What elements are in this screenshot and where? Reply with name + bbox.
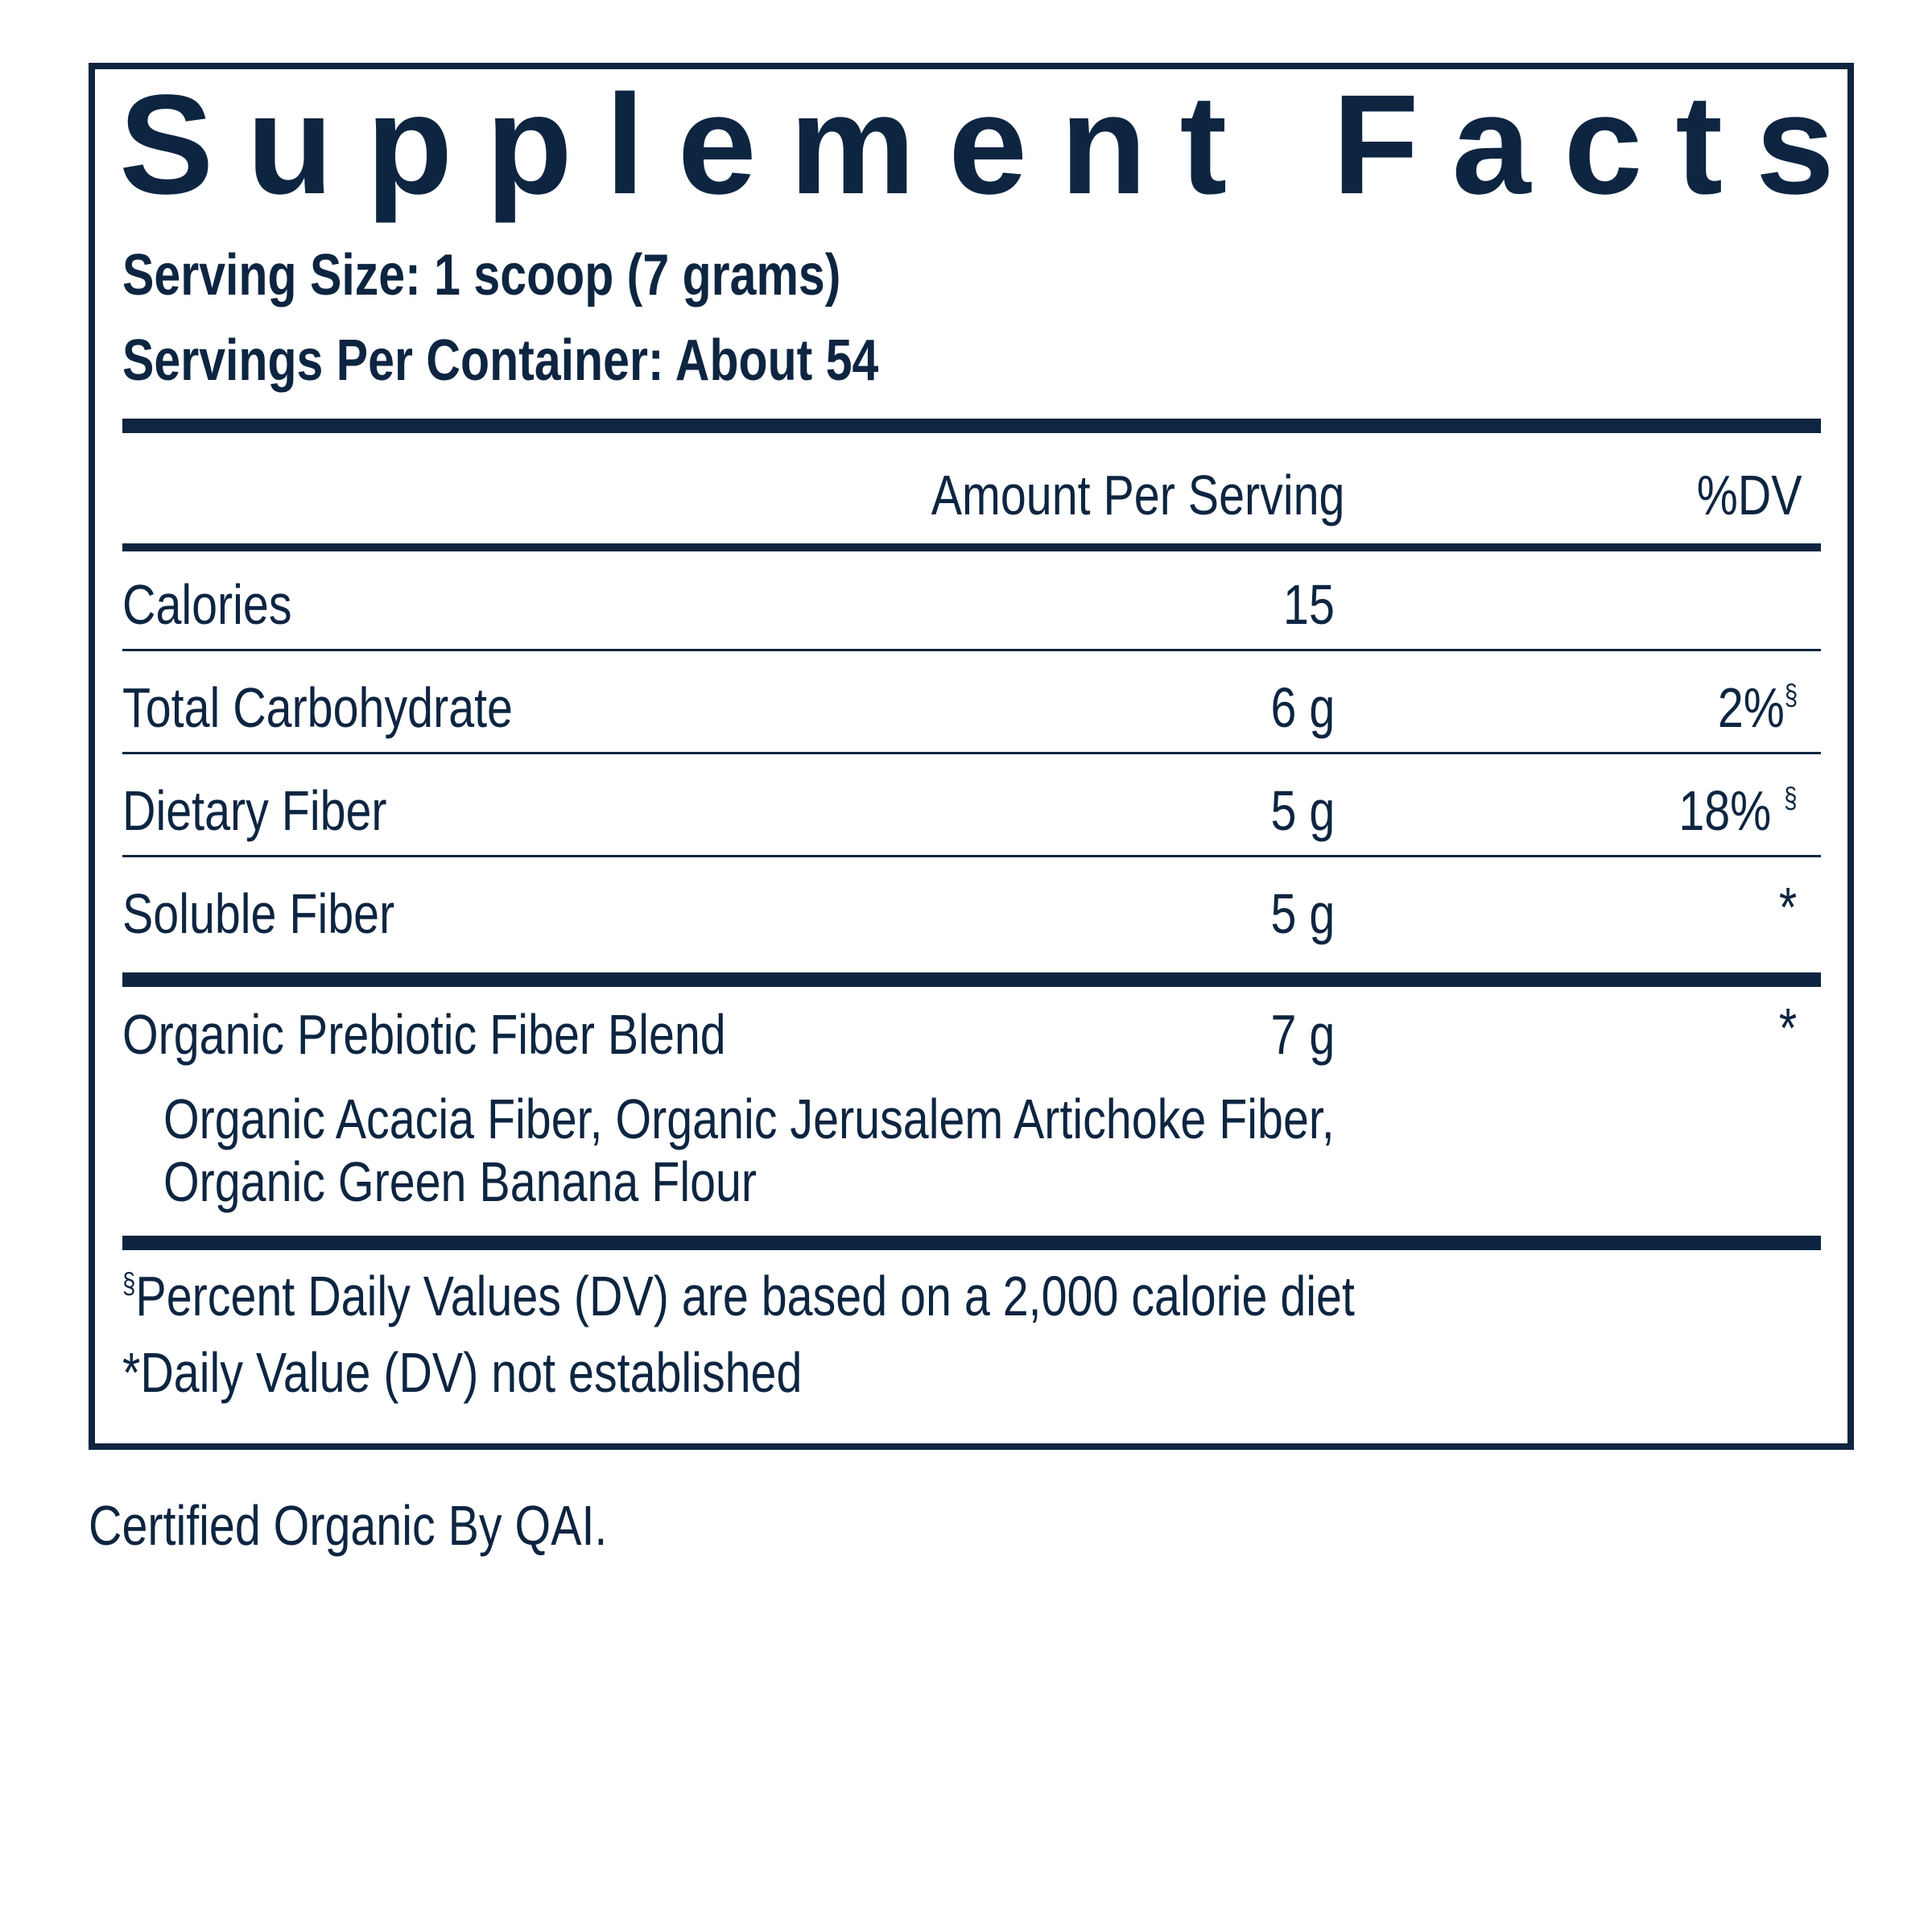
total-carbohydrate-label: Total Carbohydrate xyxy=(122,676,513,739)
supplement-facts-panel xyxy=(89,63,1854,1450)
footnote-divider xyxy=(122,1236,1821,1250)
total-carbohydrate-dv-value: 2% xyxy=(1717,676,1785,739)
soluble-fiber-amount: 5 g xyxy=(1270,882,1335,945)
row-divider xyxy=(122,855,1821,857)
blend-divider xyxy=(122,972,1821,987)
daily-value-header: %DV xyxy=(1696,464,1802,526)
section-mark: § xyxy=(1784,781,1798,814)
dietary-fiber-label: Dietary Fiber xyxy=(122,779,387,842)
soluble-fiber-dv: * xyxy=(1778,876,1797,939)
organic-certification: Certified Organic By QAI. xyxy=(89,1494,608,1557)
row-divider xyxy=(122,649,1821,651)
amount-per-serving-header: Amount Per Serving xyxy=(931,464,1344,526)
dietary-fiber-amount: 5 g xyxy=(1270,779,1335,842)
blend-ingredients-line-1: Organic Acacia Fiber, Organic Jerusalem … xyxy=(163,1088,1335,1150)
prebiotic-blend-amount: 7 g xyxy=(1270,1003,1335,1066)
header-divider-top xyxy=(122,419,1821,433)
total-carbohydrate-dv: 2%§ xyxy=(1718,679,1798,736)
dietary-fiber-dv: 18% § xyxy=(1679,782,1798,839)
calories-amount: 15 xyxy=(1283,573,1335,636)
serving-size: Serving Size: 1 scoop (7 grams) xyxy=(122,243,841,308)
servings-per-container: Servings Per Container: About 54 xyxy=(122,328,879,393)
blend-ingredients-line-2: Organic Green Banana Flour xyxy=(163,1150,758,1213)
percent-daily-value-footnote: §Percent Daily Values (DV) are based on … xyxy=(122,1268,1355,1324)
column-header-divider xyxy=(122,543,1821,551)
dietary-fiber-dv-value: 18% xyxy=(1678,779,1772,842)
row-divider xyxy=(122,752,1821,754)
section-mark: § xyxy=(1784,678,1798,711)
prebiotic-blend-dv: * xyxy=(1778,997,1797,1059)
total-carbohydrate-amount: 6 g xyxy=(1270,676,1335,739)
daily-value-not-established-footnote: *Daily Value (DV) not established xyxy=(122,1341,803,1404)
section-mark: § xyxy=(122,1266,136,1299)
percent-daily-value-note: Percent Daily Values (DV) are based on a… xyxy=(135,1265,1355,1327)
soluble-fiber-label: Soluble Fiber xyxy=(122,882,395,945)
calories-label: Calories xyxy=(122,573,292,636)
prebiotic-blend-label: Organic Prebiotic Fiber Blend xyxy=(122,1003,726,1066)
panel-title: Supplement Facts xyxy=(119,66,1868,224)
